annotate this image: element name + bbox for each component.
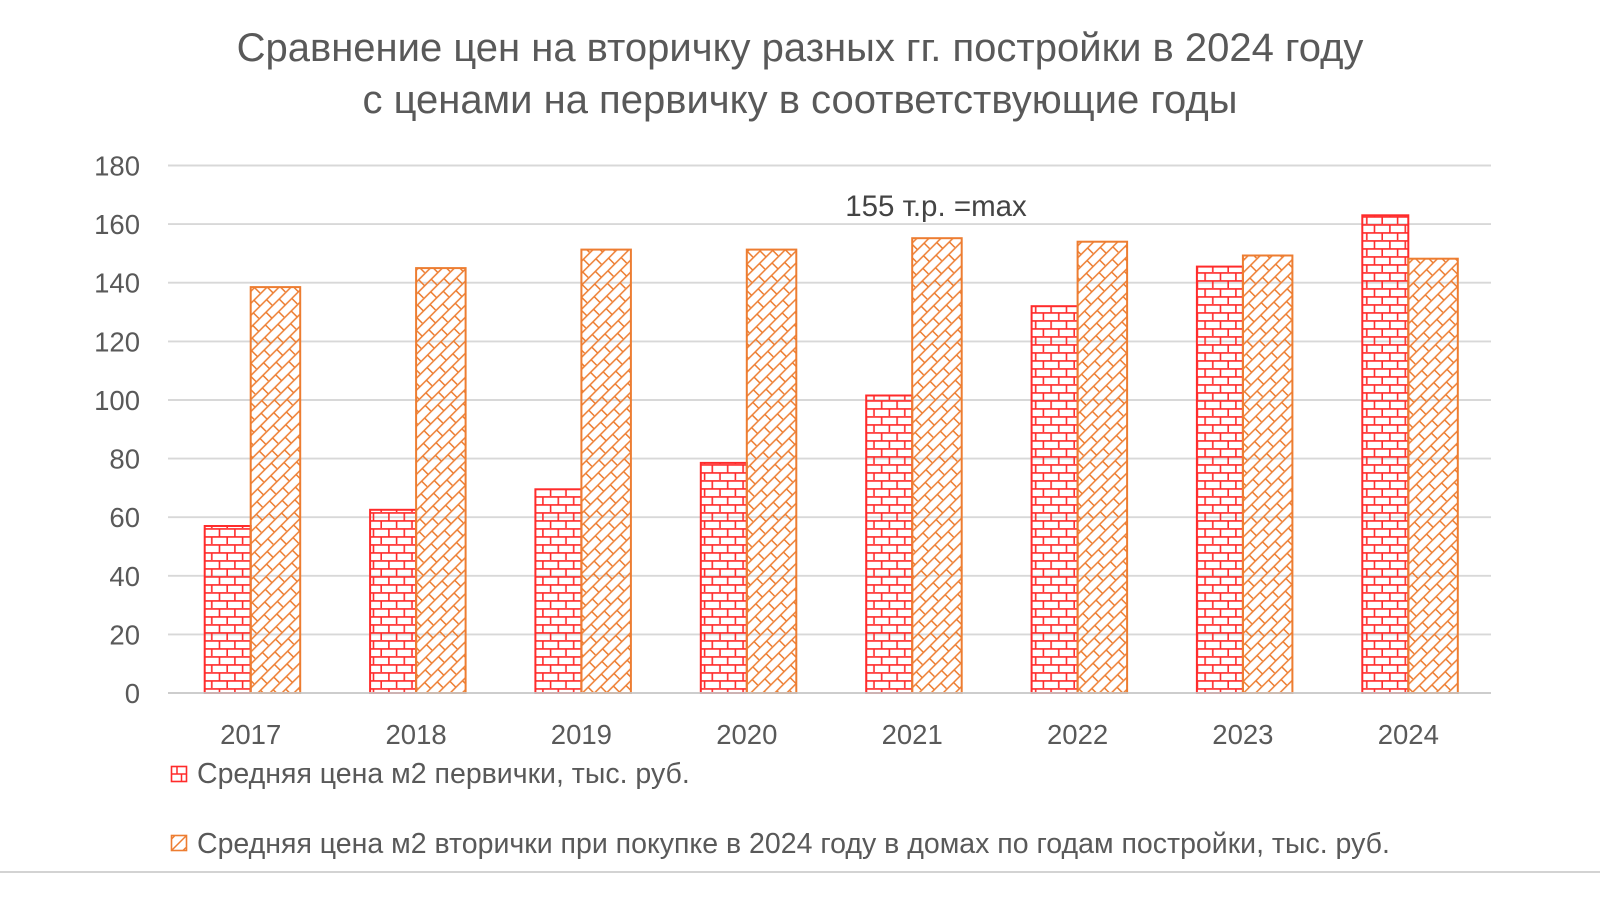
svg-text:2021: 2021: [882, 719, 943, 750]
svg-text:Сравнение цен на вторичку разн: Сравнение цен на вторичку разных гг. пос…: [237, 26, 1364, 70]
svg-text:2022: 2022: [1047, 719, 1108, 750]
svg-text:160: 160: [94, 209, 140, 240]
svg-text:2018: 2018: [386, 719, 447, 750]
svg-text:Средняя цена м2 первички, тыс.: Средняя цена м2 первички, тыс. руб.: [197, 758, 690, 790]
svg-text:60: 60: [109, 502, 140, 533]
svg-text:155 т.р. =max: 155 т.р. =max: [845, 190, 1027, 223]
svg-text:100: 100: [94, 385, 140, 416]
svg-text:Средняя цена м2 вторички при п: Средняя цена м2 вторички при покупке в 2…: [197, 828, 1390, 860]
svg-text:2023: 2023: [1212, 719, 1273, 750]
svg-text:140: 140: [94, 268, 140, 299]
svg-text:80: 80: [109, 444, 140, 475]
svg-text:0: 0: [125, 678, 140, 709]
svg-text:2024: 2024: [1378, 719, 1439, 750]
svg-text:2020: 2020: [716, 719, 777, 750]
svg-text:2019: 2019: [551, 719, 612, 750]
svg-text:40: 40: [109, 561, 140, 592]
svg-text:180: 180: [94, 151, 140, 182]
svg-text:120: 120: [94, 326, 140, 357]
svg-text:20: 20: [109, 619, 140, 650]
svg-text:с ценами на первичку в соответ: с ценами на первичку в соответствующие г…: [362, 78, 1237, 122]
svg-text:2017: 2017: [220, 719, 281, 750]
